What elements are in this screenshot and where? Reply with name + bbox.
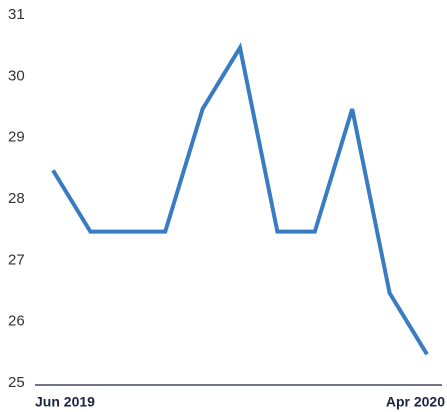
y-tick-label: 29: [8, 129, 25, 146]
y-tick-label: 28: [8, 190, 25, 207]
y-tick-label: 27: [8, 251, 25, 268]
x-tick-label: Jun 2019: [35, 394, 95, 410]
x-tick-label: Apr 2020: [386, 394, 445, 410]
y-tick-label: 25: [8, 374, 25, 391]
y-tick-label: 26: [8, 313, 25, 330]
y-tick-label: 31: [8, 6, 25, 23]
y-tick-label: 30: [8, 67, 25, 84]
line-series: [51, 42, 429, 356]
